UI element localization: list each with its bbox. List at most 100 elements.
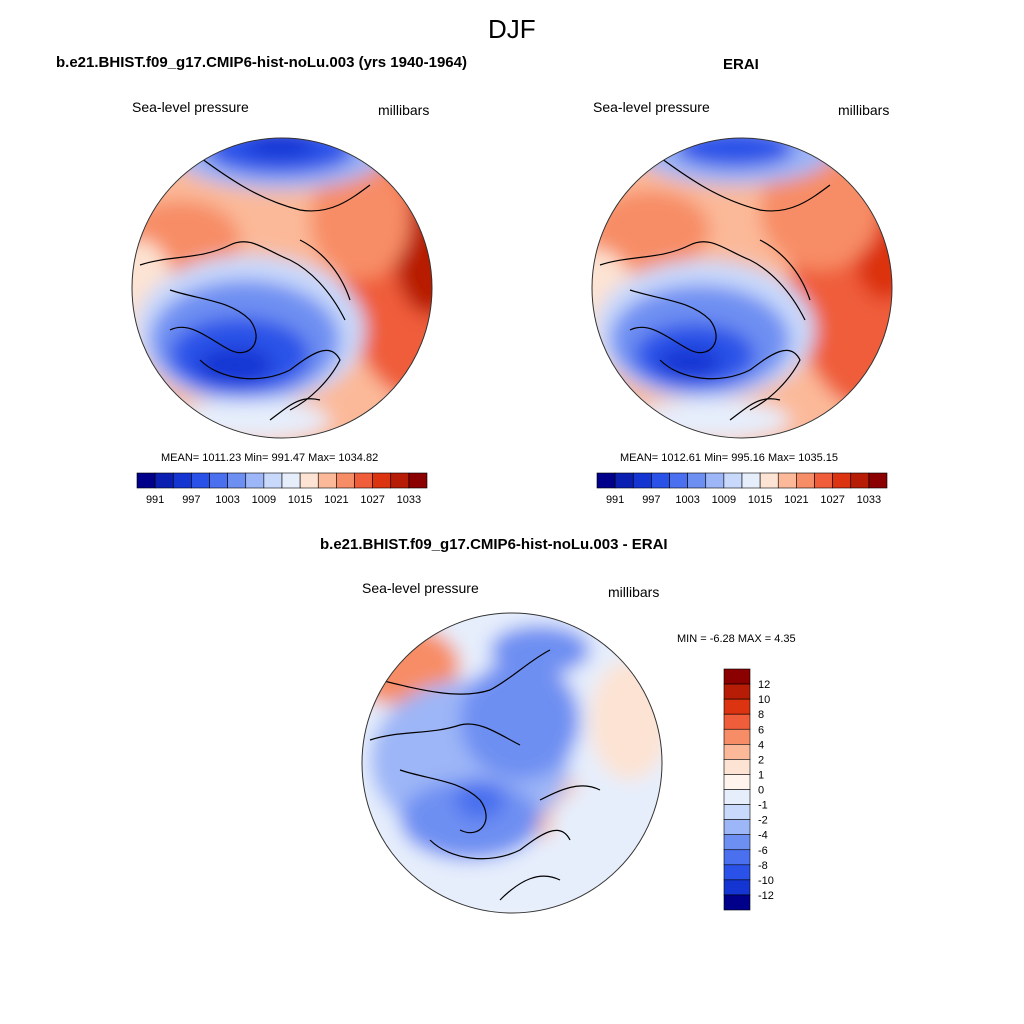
panel3-colorbar-tick-label: -12: [758, 890, 774, 902]
panel3-colorbar-swatch-14: [723, 879, 751, 896]
panel2-colorbar-swatch-10: [777, 472, 797, 489]
panel2-colorbar-swatch-12: [814, 472, 833, 489]
panel1-colorbar-tick-label: 1027: [360, 494, 384, 506]
panel2-map: [591, 137, 893, 439]
panel2-colorbar-swatch-0: [596, 472, 616, 489]
panel3-variable-label: Sea-level pressure: [362, 580, 479, 596]
panel3-boundary: [361, 612, 663, 914]
panel2-colorbar-swatch-15: [868, 472, 888, 489]
figure-title: DJF: [488, 14, 536, 44]
panel1-colorbar-swatch-10: [317, 472, 337, 489]
panel3-colorbar-swatch-4: [723, 728, 751, 745]
panel1-colorbar-tick-label: 997: [182, 494, 200, 506]
panel2-boundary: [591, 137, 893, 439]
panel2-colorbar-tick-label: 991: [606, 494, 624, 506]
panel1-colorbar-swatch-15: [408, 472, 428, 489]
panel1-colorbar-swatch-12: [354, 472, 373, 489]
panel3-coastlines: [369, 649, 601, 901]
panel3-map: [361, 612, 663, 914]
panel2-colorbar-tick-label: 997: [642, 494, 660, 506]
panel2-colorbar-swatch-3: [651, 472, 670, 489]
panel2-colorbar-swatch-8: [741, 472, 761, 489]
panel3-field: [362, 613, 662, 913]
panel1-colorbar-swatch-6: [245, 472, 265, 489]
panel1-variable-label: Sea-level pressure: [132, 99, 249, 115]
panel3-colorbar-swatch-5: [723, 744, 751, 760]
panel3-colorbar-swatch-11: [723, 834, 751, 851]
panel1-colorbar-swatch-4: [209, 472, 228, 489]
panel2-colorbar-swatch-11: [796, 472, 815, 489]
panel3-colorbar-swatch-8: [723, 789, 751, 805]
panel1-title: b.e21.BHIST.f09_g17.CMIP6-hist-noLu.003 …: [56, 54, 467, 71]
panel1-colorbar: 991 997 1003 1009 1015 1021 1027 1033: [136, 472, 428, 506]
panel2-colorbar-swatch-5: [687, 472, 707, 489]
panel3-colorbar-swatch-7: [723, 774, 751, 790]
panel1-colorbar-tick-label: 991: [146, 494, 164, 506]
panel3-colorbar-tick-label: 2: [758, 754, 764, 766]
panel1-colorbar-swatch-9: [299, 472, 319, 489]
panel1-stats: MEAN= 1011.23 Min= 991.47 Max= 1034.82: [161, 452, 379, 464]
panel3-colorbar-tick-label: -10: [758, 875, 774, 887]
panel3-colorbar-tick-label: -2: [758, 815, 768, 827]
panel3-colorbar-swatch-9: [723, 804, 751, 820]
panel1-map: [131, 137, 433, 439]
panel3-colorbar-tick-label: 1: [758, 769, 764, 781]
panel3-colorbar-swatch-0: [723, 668, 751, 685]
panel1-colorbar-swatch-1: [154, 472, 174, 489]
panel2-colorbar-tick-label: 1027: [820, 494, 844, 506]
panel2-variable-label: Sea-level pressure: [593, 99, 710, 115]
panel2-colorbar-tick-label: 1033: [857, 494, 881, 506]
panel3-colorbar-tick-label: 0: [758, 785, 764, 797]
panel1-coastlines: [139, 149, 371, 421]
panel3-colorbar-swatch-3: [723, 713, 751, 730]
panel3-colorbar-tick-label: -6: [758, 845, 768, 857]
panel1-colorbar-tick-label: 1033: [397, 494, 421, 506]
panel2-colorbar-tick-label: 1015: [748, 494, 772, 506]
panel2-colorbar-tick-label: 1021: [784, 494, 808, 506]
panel2-colorbar: 991 997 1003 1009 1015 1021 1027 1033: [596, 472, 888, 506]
panel1-colorbar-tick-label: 1015: [288, 494, 312, 506]
panel3-stats: MIN = -6.28 MAX = 4.35: [677, 633, 796, 645]
panel3-colorbar-tick-label: 10: [758, 694, 770, 706]
panel2-colorbar-swatch-14: [850, 472, 870, 489]
panel1-colorbar-swatch-2: [172, 472, 192, 489]
panel2-coastlines: [599, 149, 831, 421]
panel3-colorbar-swatch-12: [723, 849, 751, 866]
panel1-colorbar-swatch-0: [136, 472, 156, 489]
panel1-colorbar-swatch-11: [336, 472, 355, 489]
panel2-colorbar-swatch-9: [759, 472, 779, 489]
panel3-colorbar-swatch-2: [723, 698, 751, 715]
panel1-colorbar-swatch-8: [281, 472, 301, 489]
panel3-colorbar-swatch-10: [723, 819, 751, 835]
panel2-colorbar-swatch-1: [614, 472, 634, 489]
panel3-colorbar-swatch-15: [723, 894, 751, 911]
panel2-colorbar-swatch-6: [705, 472, 725, 489]
panel2-stats: MEAN= 1012.61 Min= 995.16 Max= 1035.15: [620, 452, 839, 464]
panel1-boundary: [131, 137, 433, 439]
panel2-colorbar-tick-label: 1003: [675, 494, 699, 506]
panel1-colorbar-swatch-5: [227, 472, 247, 489]
panel1-field: [132, 138, 432, 438]
panel3-colorbar-swatch-1: [723, 683, 751, 700]
panel3-colorbar-swatch-6: [723, 759, 751, 775]
panel1-colorbar-swatch-7: [263, 472, 283, 489]
panel3-colorbar-tick-label: 8: [758, 709, 764, 721]
panel2-units-label: millibars: [838, 102, 890, 118]
panel1-colorbar-swatch-14: [390, 472, 410, 489]
panel1-colorbar-swatch-3: [191, 472, 210, 489]
panel3-colorbar-tick-label: 4: [758, 739, 764, 751]
panel2-colorbar-swatch-13: [832, 472, 852, 489]
panel3-colorbar-tick-label: -1: [758, 800, 768, 812]
panel3-colorbar-tick-label: -8: [758, 860, 768, 872]
panel3-colorbar-tick-label: -4: [758, 830, 768, 842]
panel2-colorbar-swatch-4: [669, 472, 688, 489]
panel3-colorbar-tick-label: 12: [758, 679, 770, 691]
panel2-title: ERAI: [723, 56, 759, 73]
panel2-colorbar-swatch-7: [723, 472, 743, 489]
panel1-units-label: millibars: [378, 102, 430, 118]
panel1-colorbar-tick-label: 1021: [324, 494, 348, 506]
panel2-colorbar-tick-label: 1009: [712, 494, 736, 506]
panel1-colorbar-tick-label: 1003: [215, 494, 239, 506]
